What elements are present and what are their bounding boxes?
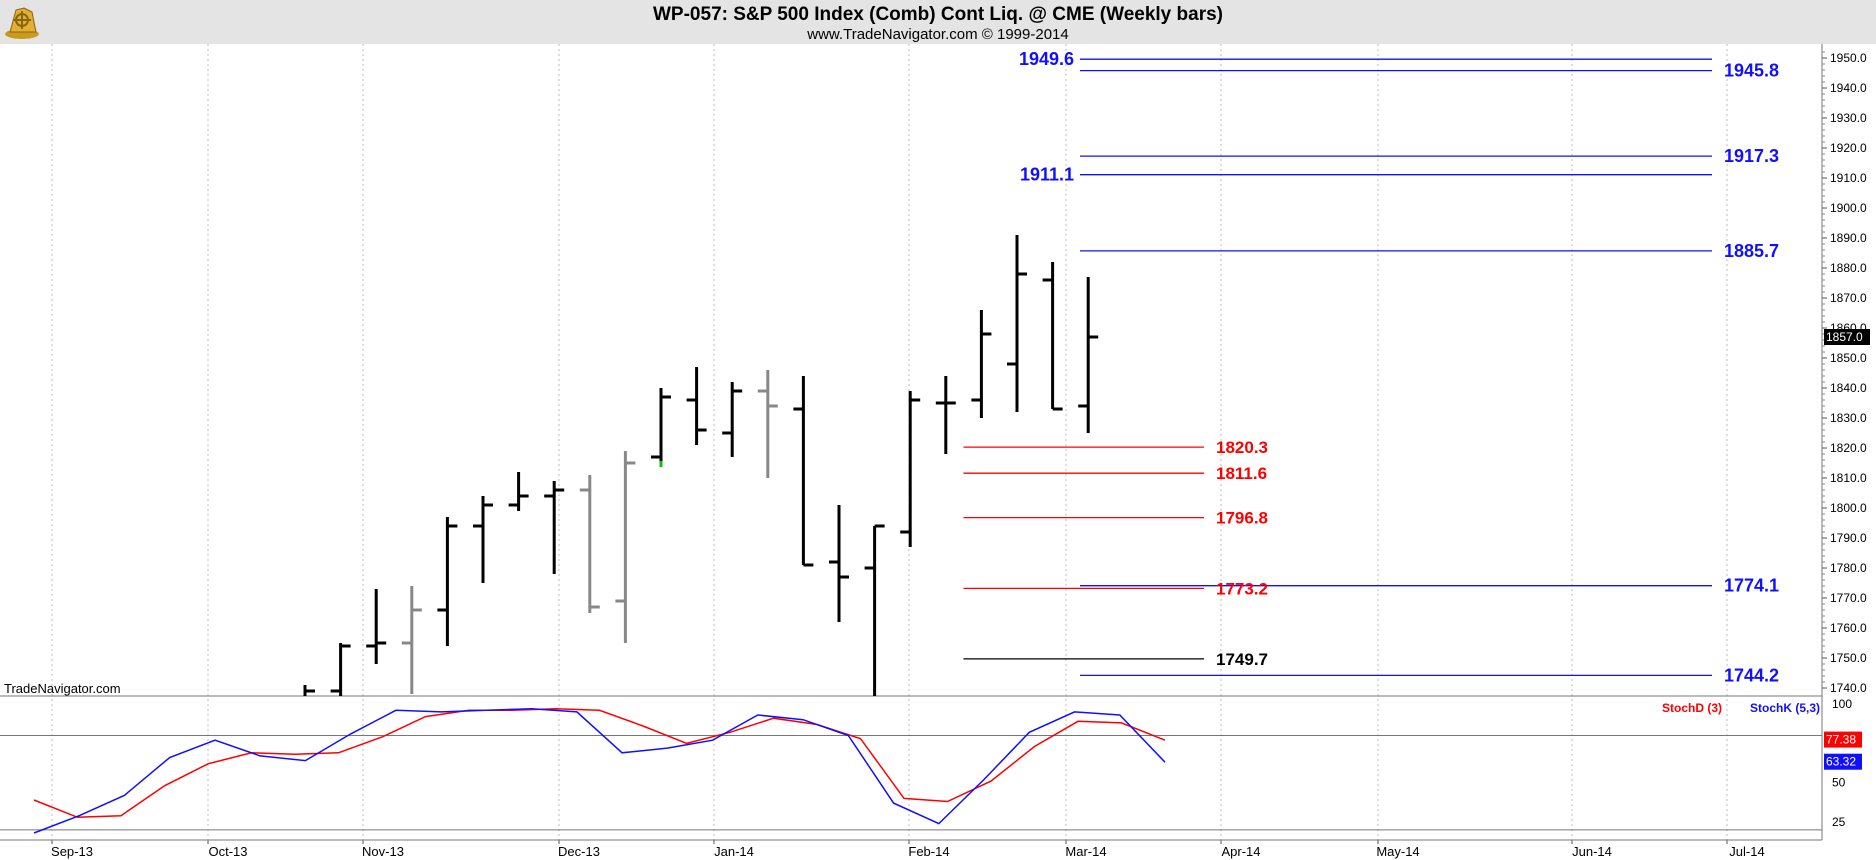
- price-level-label: 1949.6: [1019, 49, 1074, 69]
- price-level-label: 1917.3: [1724, 146, 1779, 166]
- ship-wheel-logo-icon: [5, 7, 39, 39]
- y-tick-label: 1760.0: [1830, 621, 1867, 635]
- stoch-y-tick-label: 50: [1832, 776, 1846, 790]
- y-tick-label: 1900.0: [1830, 201, 1867, 215]
- y-tick-label: 1750.0: [1830, 651, 1867, 665]
- price-level-label: 1885.7: [1724, 241, 1779, 261]
- stochk-value-box: [1824, 753, 1862, 770]
- y-tick-label: 1950.0: [1830, 51, 1867, 65]
- stochd-value-label: 77.38: [1826, 733, 1856, 747]
- grid-lines: [51, 44, 1728, 844]
- price-level-label: 1773.2: [1216, 579, 1268, 598]
- last-price-box: [1824, 329, 1870, 345]
- chart-subtitle: www.TradeNavigator.com © 1999-2014: [807, 26, 1069, 43]
- y-tick-label: 1780.0: [1830, 561, 1867, 575]
- x-tick-label: Oct-13: [208, 844, 247, 859]
- stoch-y-tick-label: 25: [1832, 815, 1846, 829]
- chart-header: WP-057: S&P 500 Index (Comb) Cont Liq. @…: [0, 0, 1876, 44]
- price-level-lines: 1949.6 1945.8 1917.3 1911.1 1885.7 1820.3 1811…: [963, 49, 1779, 685]
- x-tick-label: Jul-14: [1729, 844, 1764, 859]
- x-tick-label: Jan-14: [714, 844, 754, 859]
- x-tick-label: Sep-13: [51, 844, 93, 859]
- y-tick-label: 1940.0: [1830, 81, 1867, 95]
- chart-title: WP-057: S&P 500 Index (Comb) Cont Liq. @…: [653, 4, 1223, 25]
- y-tick-label: 1790.0: [1830, 531, 1867, 545]
- y-tick-label: 1850.0: [1830, 351, 1867, 365]
- x-tick-label: Apr-14: [1221, 844, 1260, 859]
- price-level-label: 1811.6: [1216, 464, 1267, 483]
- stochastic-lines: [0, 707, 1822, 834]
- stochd-line: [33, 707, 1166, 819]
- stochk-line: [33, 707, 1166, 834]
- x-tick-label: Feb-14: [908, 844, 949, 859]
- legend-stochd: StochD (3): [1662, 701, 1722, 715]
- y-tick-label: 1800.0: [1830, 501, 1867, 515]
- stochk-value-label: 63.32: [1826, 755, 1856, 769]
- stochd-value-box: [1824, 731, 1862, 748]
- price-level-label: 1749.7: [1216, 650, 1268, 669]
- price-level-label: 1911.1: [1020, 165, 1074, 185]
- price-level-label: 1774.1: [1724, 576, 1779, 596]
- y-tick-label: 1880.0: [1830, 261, 1867, 275]
- stoch-y-tick-label: 100: [1832, 697, 1852, 711]
- price-bars: [303, 235, 1099, 696]
- price-level-label: 1820.3: [1216, 438, 1268, 457]
- y-tick-label: 1890.0: [1830, 231, 1867, 245]
- y-tick-label: 1870.0: [1830, 291, 1867, 305]
- price-level-label: 1744.2: [1724, 665, 1779, 685]
- watermark-text: TradeNavigator.com: [4, 681, 121, 696]
- legend-stochk: StochK (5,3): [1750, 701, 1820, 715]
- y-tick-label: 1910.0: [1830, 171, 1867, 185]
- y-tick-label: 1920.0: [1830, 141, 1867, 155]
- x-tick-label: Nov-13: [362, 844, 404, 859]
- x-tick-label: May-14: [1376, 844, 1419, 859]
- y-tick-label: 1930.0: [1830, 111, 1867, 125]
- y-tick-label: 1740.0: [1830, 681, 1867, 695]
- x-tick-label: Jun-14: [1572, 844, 1612, 859]
- x-tick-label: Dec-13: [558, 844, 600, 859]
- y-tick-label: 1770.0: [1830, 591, 1867, 605]
- price-level-label: 1796.8: [1216, 509, 1268, 528]
- last-price-label: 1857.0: [1826, 330, 1863, 344]
- price-level-label: 1945.8: [1724, 61, 1779, 81]
- y-tick-label: 1830.0: [1830, 411, 1867, 425]
- y-tick-label: 1840.0: [1830, 381, 1867, 395]
- axis-labels: Sep-13 Oct-13 Nov-13 Dec-13 Jan-14 Feb-14 Mar-…: [51, 51, 1870, 859]
- y-tick-label: 1810.0: [1830, 471, 1867, 485]
- y-tick-label: 1820.0: [1830, 441, 1867, 455]
- x-tick-label: Mar-14: [1065, 844, 1106, 859]
